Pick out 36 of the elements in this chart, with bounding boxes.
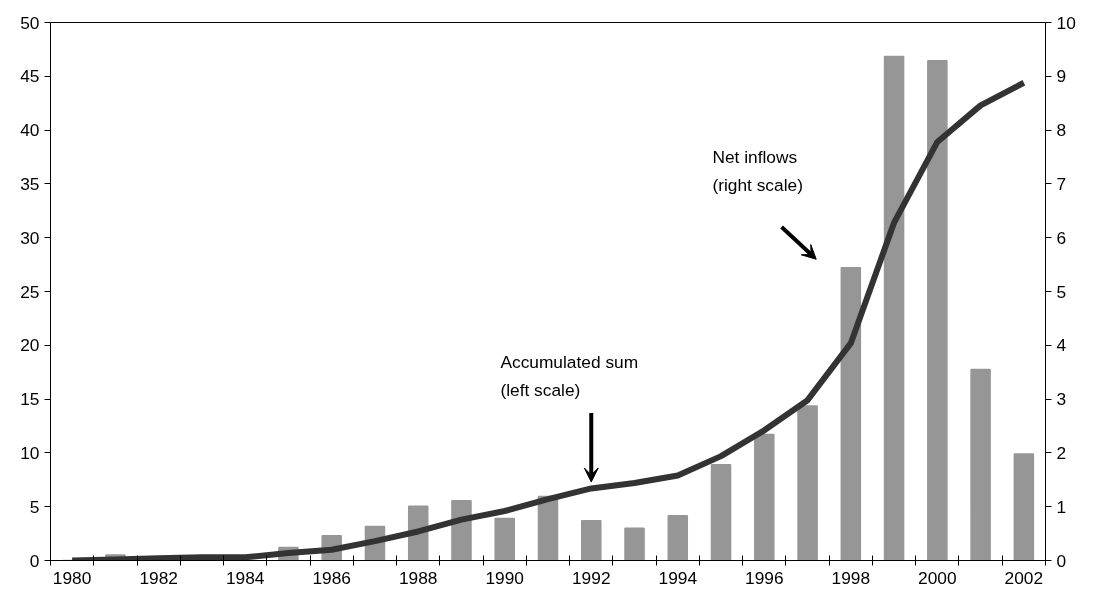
y-tick-label: 25 bbox=[20, 281, 40, 302]
y2-tick-label: 8 bbox=[1056, 120, 1067, 141]
y-tick-label: 40 bbox=[20, 120, 40, 141]
y-tick-label: 0 bbox=[29, 550, 40, 571]
y-tick-label: 35 bbox=[20, 173, 40, 194]
y2-tick-label: 0 bbox=[1056, 550, 1067, 571]
y2-tick-label: 5 bbox=[1056, 281, 1067, 302]
x-tick-label: 2000 bbox=[918, 567, 957, 588]
annotation: Net inflows (right scale) bbox=[712, 146, 803, 195]
y-tick-label: 5 bbox=[29, 496, 40, 517]
y2-tick-label: 7 bbox=[1056, 173, 1067, 194]
x-tick-label: 1994 bbox=[658, 567, 698, 588]
annotation: Accumulated sum (left scale) bbox=[500, 352, 639, 401]
y2-tick-label: 3 bbox=[1056, 389, 1067, 410]
y2-tick-label: 6 bbox=[1056, 227, 1067, 248]
x-tick-label: 1988 bbox=[398, 567, 438, 588]
y-tick-label: 30 bbox=[20, 227, 40, 248]
y-tick-label: 15 bbox=[20, 389, 40, 410]
x-tick-label: 1998 bbox=[831, 567, 871, 588]
x-tick-label: 1990 bbox=[485, 567, 525, 588]
y-tick-label: 50 bbox=[20, 12, 40, 33]
x-tick-label: 1986 bbox=[312, 567, 351, 588]
x-tick-label: 2002 bbox=[1004, 567, 1044, 588]
y-tick-label: 20 bbox=[20, 335, 40, 356]
x-tick-label: 1992 bbox=[571, 567, 611, 588]
y-tick-label: 45 bbox=[20, 66, 40, 87]
y2-tick-label: 4 bbox=[1056, 335, 1067, 356]
x-tick-label: 1980 bbox=[52, 567, 92, 588]
y2-tick-label: 10 bbox=[1056, 12, 1076, 33]
x-tick-label: 1996 bbox=[745, 567, 784, 588]
x-tick-label: 1984 bbox=[225, 567, 265, 588]
x-tick-label: 1982 bbox=[139, 567, 178, 588]
y-tick-label: 10 bbox=[20, 442, 40, 463]
y2-tick-label: 9 bbox=[1056, 66, 1067, 87]
y2-tick-label: 1 bbox=[1056, 496, 1067, 517]
y2-tick-label: 2 bbox=[1056, 442, 1067, 463]
